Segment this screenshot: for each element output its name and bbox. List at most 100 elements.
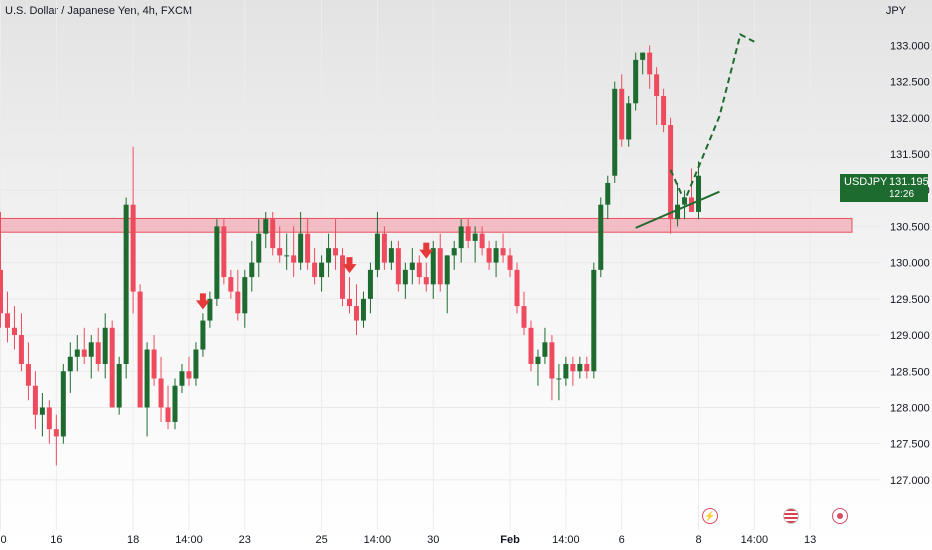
candle-body <box>661 96 667 126</box>
candle-body <box>158 378 164 408</box>
candle-body <box>298 233 304 263</box>
candle-body <box>193 349 199 379</box>
candle-body <box>116 364 122 408</box>
candle-body <box>458 226 464 249</box>
trend-line <box>635 190 720 229</box>
y-tick-label: 127.000 <box>890 475 930 487</box>
candle-body <box>556 378 562 380</box>
projection-path <box>669 33 755 204</box>
y-tick-label: 132.500 <box>890 77 930 89</box>
candle-body <box>207 298 213 321</box>
candle-body <box>228 277 234 292</box>
candle-body <box>242 277 248 314</box>
y-tick-label: 127.500 <box>890 439 930 451</box>
candle-body <box>221 226 227 278</box>
candle-body <box>507 255 513 270</box>
candle-body <box>214 226 220 299</box>
candle-body <box>165 407 171 422</box>
us-flag-icon[interactable] <box>783 508 799 524</box>
x-tick-label: 25 <box>315 534 327 546</box>
candle-body <box>570 364 576 372</box>
candle-body <box>535 356 541 365</box>
candle-body <box>39 407 45 415</box>
x-tick-label: 23 <box>239 534 251 546</box>
candle-body <box>416 262 422 278</box>
candle-body <box>123 204 129 365</box>
candle-body <box>640 52 646 60</box>
down-arrow <box>419 242 434 259</box>
candle-body <box>360 298 366 321</box>
chart-title: U.S. Dollar / Japanese Yen, 4h, FXCM <box>5 5 193 17</box>
candle-body <box>95 342 101 365</box>
candle-body <box>60 371 66 437</box>
price-tag: USDJPY 131.195 12:26 <box>840 174 929 202</box>
x-tick-label: 16 <box>50 534 62 546</box>
candle-body <box>619 88 625 140</box>
candle-body <box>605 182 611 205</box>
candle-body <box>388 248 394 263</box>
candle-body <box>151 349 157 379</box>
x-tick-label: Feb <box>500 534 520 546</box>
candle-body <box>654 74 660 97</box>
candle-body <box>626 103 632 140</box>
candle-body <box>0 269 3 314</box>
candle-body <box>472 233 478 241</box>
candle-body <box>32 385 38 415</box>
candle-body <box>409 262 415 270</box>
candle-body <box>137 291 143 408</box>
x-tick-label: 6 <box>619 534 625 546</box>
candle-body <box>514 269 520 307</box>
candle-body <box>451 248 457 256</box>
y-tick-label: 130.000 <box>890 258 930 270</box>
x-tick-label: 13 <box>804 534 816 546</box>
candle-body <box>430 248 436 285</box>
y-tick-label: 132.000 <box>890 113 930 125</box>
down-arrow <box>342 257 357 274</box>
lightning-icon[interactable]: ⚡ <box>702 508 718 524</box>
candle-body <box>235 291 241 314</box>
candle-body <box>326 248 332 263</box>
arrows <box>195 242 434 310</box>
candle-body <box>479 233 485 249</box>
candle-body <box>528 327 534 365</box>
candle-body <box>647 52 653 75</box>
candle-body <box>381 233 387 263</box>
candle-body <box>465 226 471 241</box>
candle-body <box>675 204 681 220</box>
x-tick-label: 14:00 <box>552 534 580 546</box>
candle-body <box>186 371 192 379</box>
x-tick-label: 00 <box>0 534 7 546</box>
candle-body <box>577 364 583 372</box>
resistance-zone <box>0 217 853 233</box>
x-tick-label: 14:00 <box>175 534 203 546</box>
candle-body <box>81 349 87 357</box>
y-tick-label: 131.500 <box>890 149 930 161</box>
candle-body <box>144 349 150 408</box>
candle-body <box>696 175 701 212</box>
candle-body <box>549 342 555 379</box>
candle-body <box>319 262 325 278</box>
bar-countdown: 12:26 <box>889 189 915 200</box>
x-tick-label: 8 <box>695 534 701 546</box>
x-tick-label: 14:00 <box>741 534 769 546</box>
candle-body <box>591 269 597 372</box>
annotations <box>635 33 755 229</box>
candle-body <box>263 219 269 234</box>
candle-body <box>633 59 639 104</box>
y-tick-label: 133.000 <box>890 40 930 52</box>
candle-body <box>353 306 359 321</box>
candle-body <box>598 204 604 270</box>
candle-body <box>493 248 499 263</box>
candle-body <box>444 255 450 285</box>
candle-body <box>437 248 443 285</box>
candle-body <box>270 219 276 249</box>
candle-body <box>172 385 178 422</box>
candle-body <box>395 248 401 285</box>
y-tick-label: 128.000 <box>890 402 930 414</box>
target-icon[interactable] <box>832 508 848 524</box>
y-tick-label: 129.500 <box>890 294 930 306</box>
candle-body <box>256 233 262 263</box>
candle-body <box>130 204 136 292</box>
candle-body <box>109 327 115 408</box>
